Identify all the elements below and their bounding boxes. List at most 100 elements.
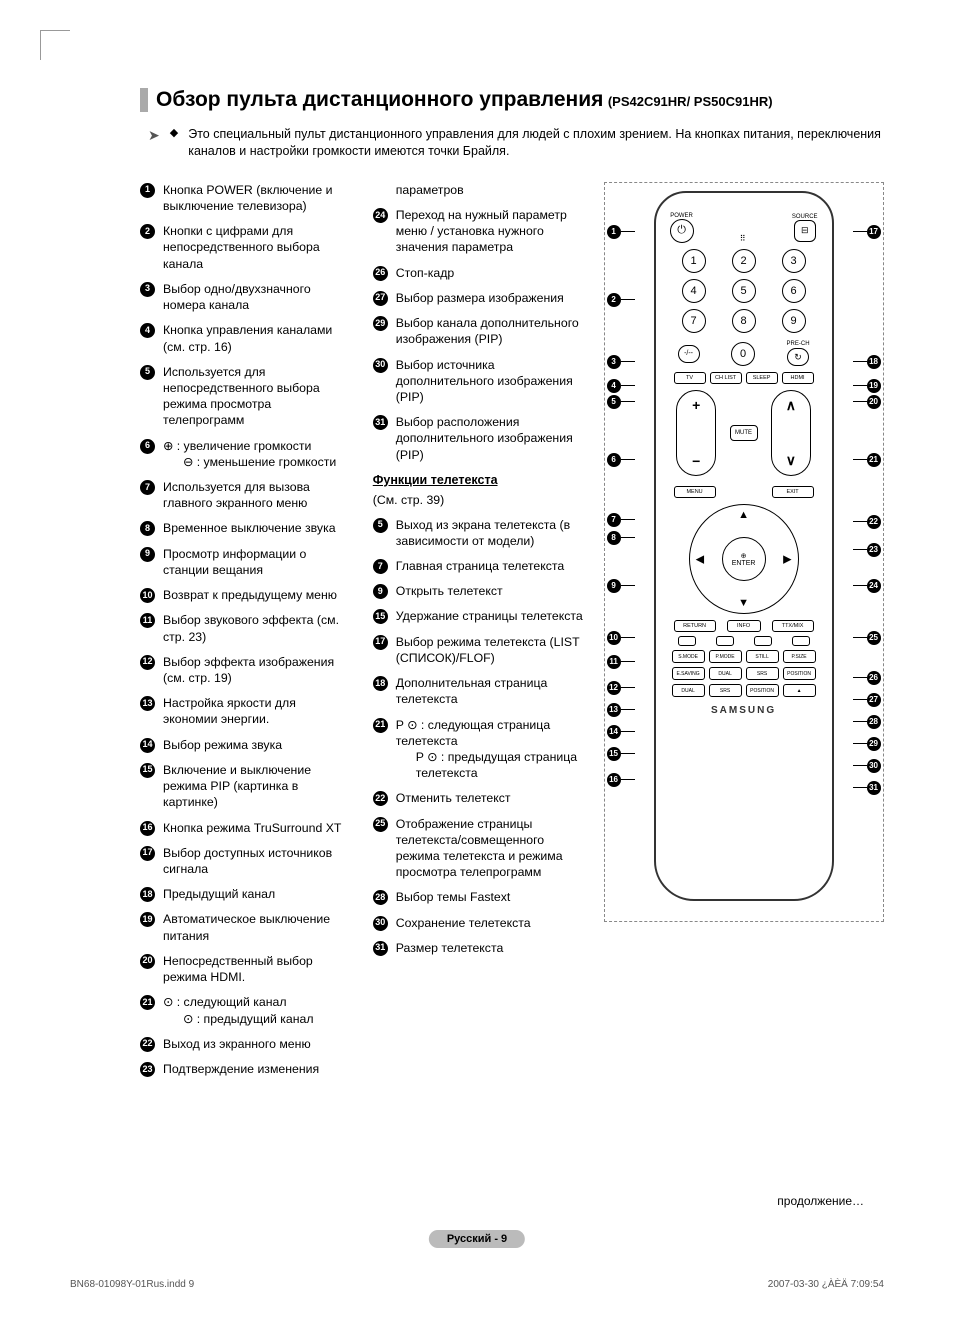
item-number-badge: 19: [140, 912, 155, 927]
list-item: 31Размер телетекста: [373, 940, 584, 956]
grid-button[interactable]: S.MODE: [672, 650, 705, 663]
item-number-badge: 14: [140, 738, 155, 753]
ttx-button[interactable]: TTX/MIX: [772, 620, 814, 632]
list-item: 15Включение и выключение режима PIP (кар…: [140, 762, 353, 811]
teletext-heading: Функции телетекста: [373, 472, 584, 489]
list-item: 31Выбор расположения дополнительного изо…: [373, 414, 584, 463]
item-text: Кнопки с цифрами для непосредственного в…: [163, 223, 353, 272]
item-text: Отменить телетекст: [396, 790, 584, 806]
callout-right: 24: [853, 579, 881, 593]
menu-button[interactable]: MENU: [674, 486, 716, 498]
nav-up-icon: ▲: [738, 509, 749, 521]
callout-right: 26: [853, 671, 881, 685]
callout-left: 4: [607, 379, 635, 393]
num-7-button[interactable]: 7: [682, 309, 706, 333]
list-item: 28Выбор темы Fastext: [373, 889, 584, 905]
list-item: 21P ⊙ : следующая страница телетекстаP ⊙…: [373, 717, 584, 782]
prech-button[interactable]: ↻: [787, 348, 809, 366]
item-number-badge: 5: [140, 365, 155, 380]
mute-button[interactable]: MUTE: [730, 425, 758, 441]
dash-button[interactable]: -/--: [678, 345, 700, 363]
list-item: 15Удержание страницы телетекста: [373, 608, 584, 624]
list-item: 1Кнопка POWER (включение и выключение те…: [140, 182, 353, 214]
num-0-button[interactable]: 0: [731, 342, 755, 366]
item-number-badge: 7: [373, 559, 388, 574]
note-text: Это специальный пульт дистанционного упр…: [188, 126, 884, 160]
enter-button[interactable]: ⊕ENTER: [722, 537, 766, 581]
callout-right: 19: [853, 379, 881, 393]
grid-button[interactable]: SRS: [746, 667, 779, 680]
item-text: Кнопка режима TruSurround XT: [163, 820, 353, 836]
exit-button[interactable]: EXIT: [772, 486, 814, 498]
grid-button[interactable]: E.SAVING: [672, 667, 705, 680]
callout-left: 8: [607, 531, 635, 545]
grid-button[interactable]: DUAL: [709, 667, 742, 680]
grid-button[interactable]: DUAL: [672, 684, 705, 697]
item-number-badge: 8: [140, 521, 155, 536]
item-text: Размер телетекста: [396, 940, 584, 956]
list-item: 17Выбор доступных источников сигнала: [140, 845, 353, 877]
list-item: 30Выбор источника дополнительного изобра…: [373, 357, 584, 406]
num-8-button[interactable]: 8: [732, 309, 756, 333]
grid-button[interactable]: POSITION: [746, 684, 779, 697]
list-item: 2Кнопки с цифрами для непосредственного …: [140, 223, 353, 272]
item-text: Выход из экрана телетекста (в зависимост…: [396, 517, 584, 549]
grid-button[interactable]: P.SIZE: [783, 650, 816, 663]
num-4-button[interactable]: 4: [682, 279, 706, 303]
green-button[interactable]: [716, 636, 734, 646]
item-number-badge: 9: [140, 547, 155, 562]
item-text: Выбор звукового эффекта (см. стр. 23): [163, 612, 353, 644]
yellow-button[interactable]: [754, 636, 772, 646]
grid-button[interactable]: P.MODE: [709, 650, 742, 663]
title-model: (PS42C91HR/ PS50C91HR): [608, 94, 773, 109]
num-2-button[interactable]: 2: [732, 249, 756, 273]
callout-left: 2: [607, 293, 635, 307]
callout-right: 20: [853, 395, 881, 409]
continue-label: продолжение…: [777, 1194, 864, 1208]
item-text: Выбор одно/двухзначного номера канала: [163, 281, 353, 313]
hdmi-button[interactable]: HDMI: [782, 372, 814, 384]
item-text: Автоматическое выключение питания: [163, 911, 353, 943]
num-1-button[interactable]: 1: [682, 249, 706, 273]
sleep-button[interactable]: SLEEP: [746, 372, 778, 384]
red-button[interactable]: [678, 636, 696, 646]
list-item: 27Выбор размера изображения: [373, 290, 584, 306]
num-3-button[interactable]: 3: [782, 249, 806, 273]
item-number-badge: 12: [140, 655, 155, 670]
item-text: Сохранение телетекста: [396, 915, 584, 931]
num-6-button[interactable]: 6: [782, 279, 806, 303]
item-text: Выбор доступных источников сигнала: [163, 845, 353, 877]
chlist-button[interactable]: CH LIST: [710, 372, 742, 384]
channel-rocker[interactable]: ∧∨: [771, 390, 811, 476]
list-item: 30Сохранение телетекста: [373, 915, 584, 931]
item-number-badge: 5: [373, 518, 388, 533]
num-9-button[interactable]: 9: [782, 309, 806, 333]
column-2: параметров 24Переход на нужный параметр …: [373, 182, 584, 1086]
info-button[interactable]: INFO: [727, 620, 761, 632]
item-number-badge: 9: [373, 584, 388, 599]
list-item: 5 Выход из экрана телетекста (в зависимос…: [373, 517, 584, 549]
num-5-button[interactable]: 5: [732, 279, 756, 303]
grid-button[interactable]: POSITION: [783, 667, 816, 680]
item-number-badge: 21: [140, 995, 155, 1010]
item-number-badge: 4: [140, 323, 155, 338]
item-text: Выбор режима звука: [163, 737, 353, 753]
power-button[interactable]: ⏻: [670, 219, 694, 243]
grid-button[interactable]: SRS: [709, 684, 742, 697]
item-text: Включение и выключение режима PIP (карти…: [163, 762, 353, 811]
volume-rocker[interactable]: +−: [676, 390, 716, 476]
grid-button[interactable]: ▲: [783, 684, 816, 697]
callout-right: 22: [853, 515, 881, 529]
teletext-seepage: (См. стр. 39): [373, 492, 584, 508]
nav-ring[interactable]: ▲ ▼ ◀ ▶ ⊕ENTER: [689, 504, 799, 614]
item-number-badge: 3: [140, 282, 155, 297]
tv-button[interactable]: TV: [674, 372, 706, 384]
item-text: Предыдущий канал: [163, 886, 353, 902]
source-button[interactable]: ⊟: [794, 220, 816, 242]
blue-button[interactable]: [792, 636, 810, 646]
item-number-badge: 28: [373, 890, 388, 905]
grid-button[interactable]: STILL: [746, 650, 779, 663]
list-item: 29Выбор канала дополнительного изображен…: [373, 315, 584, 347]
return-button[interactable]: RETURN: [674, 620, 716, 632]
item-number-badge: 21: [373, 718, 388, 733]
